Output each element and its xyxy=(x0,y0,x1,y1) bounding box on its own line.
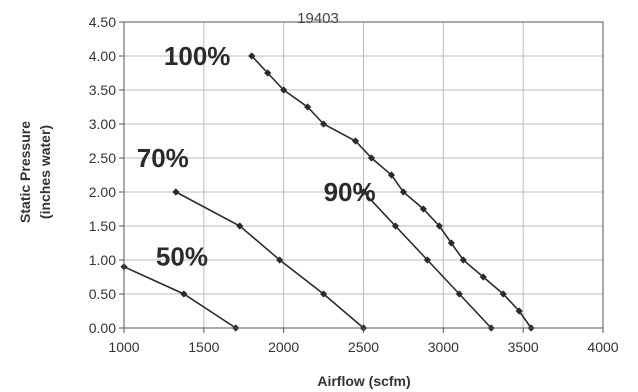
data-point-marker xyxy=(276,256,284,264)
data-point-marker xyxy=(264,69,272,77)
y-tick-label: 3.50 xyxy=(89,82,116,98)
chart-title: 19403 xyxy=(297,10,339,27)
series-70-percent: 70% xyxy=(137,143,368,332)
y-tick-label: 4.00 xyxy=(89,48,116,64)
data-point-marker xyxy=(387,171,396,179)
series-label: 90% xyxy=(324,177,376,207)
x-tick-label: 2000 xyxy=(268,339,299,355)
data-point-marker xyxy=(351,137,360,145)
data-point-marker xyxy=(319,120,328,128)
data-point-marker xyxy=(280,86,288,94)
data-point-marker xyxy=(391,222,400,230)
labels: 19403 Airflow (scfm) Static Pressure (in… xyxy=(17,10,411,389)
data-point-marker xyxy=(304,103,312,111)
axes: 0.00 0.50 1.00 1.50 2.00 2.50 3.00 3.50 4.00 4.50… xyxy=(89,14,619,355)
series-group: 100% 90% 70% 50% xyxy=(120,41,535,332)
data-point-marker xyxy=(435,222,443,230)
data-point-marker xyxy=(479,273,487,281)
data-point-marker xyxy=(367,154,376,162)
data-point-marker xyxy=(319,290,328,298)
y-tick-label: 2.50 xyxy=(89,150,116,166)
y-tick-label: 0.50 xyxy=(89,286,116,302)
series-100-percent: 100% xyxy=(164,41,535,332)
data-point-marker xyxy=(359,188,368,196)
series-label: 50% xyxy=(156,242,208,272)
data-point-marker xyxy=(180,290,188,298)
y-tick-label: 3.00 xyxy=(89,116,116,132)
y-axis-title-line-2: (inches water) xyxy=(37,125,53,219)
data-point-marker xyxy=(515,307,523,315)
data-point-marker xyxy=(172,188,180,196)
y-axis-title-line-1: Static Pressure xyxy=(17,121,33,223)
x-tick-label: 1500 xyxy=(188,339,219,355)
series-line xyxy=(123,266,237,329)
data-point-marker xyxy=(236,222,244,230)
data-point-marker xyxy=(499,290,507,298)
x-tick-label: 3000 xyxy=(428,339,459,355)
y-tick-label: 1.00 xyxy=(89,252,116,268)
y-tick-label: 1.50 xyxy=(89,218,116,234)
series-label: 100% xyxy=(164,41,231,71)
x-tick-label: 4000 xyxy=(587,339,618,355)
data-point-marker xyxy=(399,188,408,196)
series-50-percent: 50% xyxy=(120,242,240,332)
data-point-marker xyxy=(455,290,463,298)
data-point-marker xyxy=(447,239,455,247)
x-tick-label: 2500 xyxy=(348,339,379,355)
plot-frame xyxy=(123,21,604,329)
data-point-marker xyxy=(248,52,256,60)
data-point-marker xyxy=(423,256,431,264)
x-axis-title: Airflow (scfm) xyxy=(317,373,410,389)
series-90-percent: 90% xyxy=(324,177,495,332)
y-tick-label: 4.50 xyxy=(89,14,116,30)
y-tick-label: 0.00 xyxy=(89,320,116,336)
data-point-marker xyxy=(419,205,427,213)
y-tick-label: 2.00 xyxy=(89,184,116,200)
x-tick-label: 1000 xyxy=(108,339,139,355)
x-tick-label: 3500 xyxy=(508,339,539,355)
data-point-marker xyxy=(459,256,467,264)
series-label: 70% xyxy=(137,143,189,173)
